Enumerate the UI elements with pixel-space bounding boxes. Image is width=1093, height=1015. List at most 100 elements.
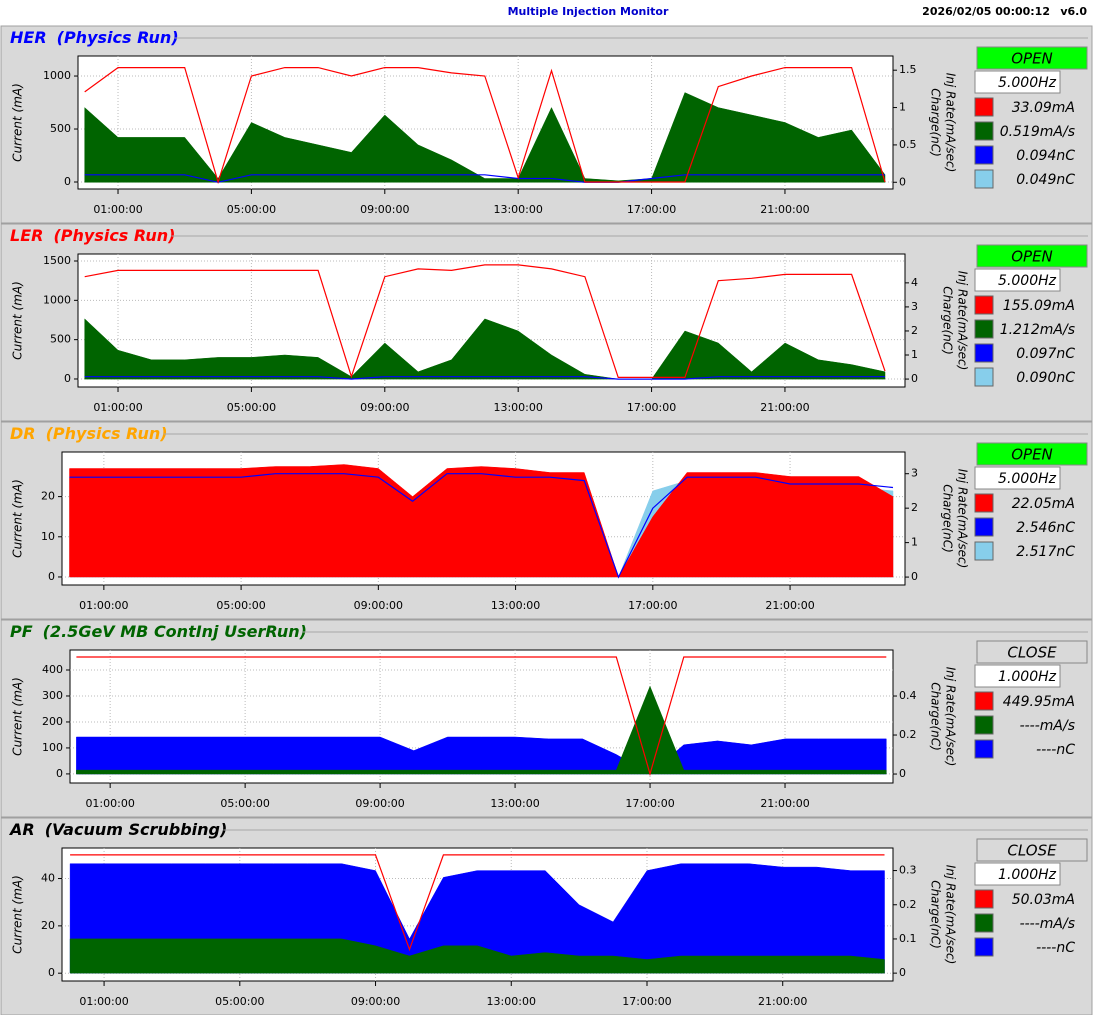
y-axis-label: Current (mA) (11, 875, 25, 954)
readout-value: ----nC (1036, 742, 1075, 758)
panel-title: PF (2.5GeV MB ContInj UserRun) (10, 622, 307, 641)
x-tick-label: 09:00:00 (355, 797, 404, 810)
readout-value: ----nC (1036, 940, 1075, 956)
series-area (76, 736, 887, 775)
series-line (84, 67, 886, 185)
rate-box (974, 862, 1061, 886)
readout-swatch (974, 691, 994, 711)
x-tick-label: 13:00:00 (493, 203, 542, 216)
readout-value: 155.09mA (1003, 298, 1075, 314)
y2-axis-label: Inj Rate(mA/sec) (956, 469, 970, 569)
x-tick-label: 17:00:00 (625, 797, 674, 810)
readout-value: 22.05mA (1012, 496, 1075, 512)
y-axis-label: Current (mA) (11, 281, 25, 360)
x-tick-label: 17:00:00 (622, 995, 671, 1008)
x-tick-label: 13:00:00 (490, 797, 539, 810)
y2-tick-label: 0 (911, 570, 918, 583)
readout-swatch (974, 145, 994, 165)
y2-tick-label: 0.4 (899, 689, 917, 702)
x-tick-label: 01:00:00 (79, 995, 128, 1008)
rate-text: 5.000Hz (998, 75, 1057, 91)
x-tick-label: 01:00:00 (85, 797, 134, 810)
readout-value: 2.546nC (1016, 520, 1075, 536)
y2-tick-label: 2 (911, 324, 918, 337)
series-line (70, 854, 885, 952)
y2-axis-label: Charge(nC) (929, 88, 943, 157)
rate-box (974, 664, 1061, 688)
y-tick-label: 1000 (43, 293, 71, 306)
series-line (69, 473, 894, 579)
x-tick-label: 01:00:00 (93, 401, 142, 414)
x-tick-label: 09:00:00 (360, 203, 409, 216)
readout-swatch (974, 913, 994, 933)
rate-box (974, 466, 1061, 490)
readout-swatch (974, 715, 994, 735)
y-tick-label: 400 (42, 663, 63, 676)
status-box (976, 640, 1088, 664)
x-tick-label: 21:00:00 (760, 797, 809, 810)
readout-value: 0.090nC (1016, 370, 1075, 386)
x-tick-label: 09:00:00 (354, 599, 403, 612)
status-text: OPEN (1011, 50, 1053, 68)
readout-swatch (974, 97, 994, 117)
y2-tick-label: 0.1 (899, 932, 917, 945)
y2-axis-label: Charge(nC) (941, 484, 955, 553)
series-area (76, 685, 887, 775)
y-axis-label: Current (mA) (11, 677, 25, 756)
x-tick-label: 21:00:00 (765, 599, 814, 612)
y-tick-label: 40 (41, 872, 55, 885)
x-tick-label: 05:00:00 (216, 599, 265, 612)
y-tick-label: 1000 (43, 69, 71, 82)
header-bar (0, 0, 1093, 25)
panel-name: PF (10, 622, 33, 641)
rate-text: 5.000Hz (998, 471, 1057, 487)
readout-swatch (974, 169, 994, 189)
series-line (84, 264, 886, 379)
series-line (76, 656, 887, 777)
y2-axis-label: Inj Rate(mA/sec) (956, 271, 970, 371)
readout-swatch (974, 517, 994, 537)
y-tick-label: 300 (42, 689, 63, 702)
y2-axis-label: Charge(nC) (929, 880, 943, 949)
status-text: OPEN (1011, 248, 1053, 266)
readout-swatch (974, 121, 994, 141)
version: v6.0 (1060, 5, 1087, 18)
readout-value: 50.03mA (1012, 892, 1075, 908)
readout-swatch (974, 295, 994, 315)
x-tick-label: 05:00:00 (215, 995, 264, 1008)
x-tick-label: 21:00:00 (758, 995, 807, 1008)
readout-swatch (974, 541, 994, 561)
panel-title: HER (Physics Run) (10, 28, 179, 47)
panel-title: DR (Physics Run) (10, 424, 168, 443)
x-tick-label: 13:00:00 (487, 995, 536, 1008)
status-box (976, 46, 1088, 70)
readout-value: 0.094nC (1016, 148, 1075, 164)
panel-title: LER (Physics Run) (10, 226, 175, 245)
x-tick-label: 05:00:00 (227, 203, 276, 216)
panel-title: AR (Vacuum Scrubbing) (8, 820, 227, 839)
panel-mode: (Physics Run) (46, 424, 168, 443)
y2-axis-label: Inj Rate(mA/sec) (944, 667, 958, 767)
readout-swatch (974, 937, 994, 957)
status-box (976, 244, 1088, 268)
rate-box (974, 70, 1061, 94)
timestamp: 2026/02/05 00:00:12 (922, 5, 1050, 18)
y-tick-label: 20 (41, 490, 55, 503)
y2-axis-label: Inj Rate(mA/sec) (944, 73, 958, 173)
rate-text: 1.000Hz (998, 867, 1057, 883)
y-tick-label: 200 (42, 715, 63, 728)
panel-name: AR (8, 820, 35, 839)
panel-mode: (2.5GeV MB ContInj UserRun) (43, 622, 307, 641)
readout-value: ----mA/s (1020, 718, 1075, 734)
y-tick-label: 20 (41, 919, 55, 932)
y-tick-label: 500 (50, 333, 71, 346)
y2-axis-label: Charge(nC) (941, 286, 955, 355)
x-tick-label: 13:00:00 (491, 599, 540, 612)
page-title: Multiple Injection Monitor (508, 5, 669, 18)
y2-tick-label: 1 (911, 348, 918, 361)
readout-value: 449.95mA (1003, 694, 1075, 710)
x-tick-label: 17:00:00 (627, 203, 676, 216)
series-area (84, 92, 886, 183)
